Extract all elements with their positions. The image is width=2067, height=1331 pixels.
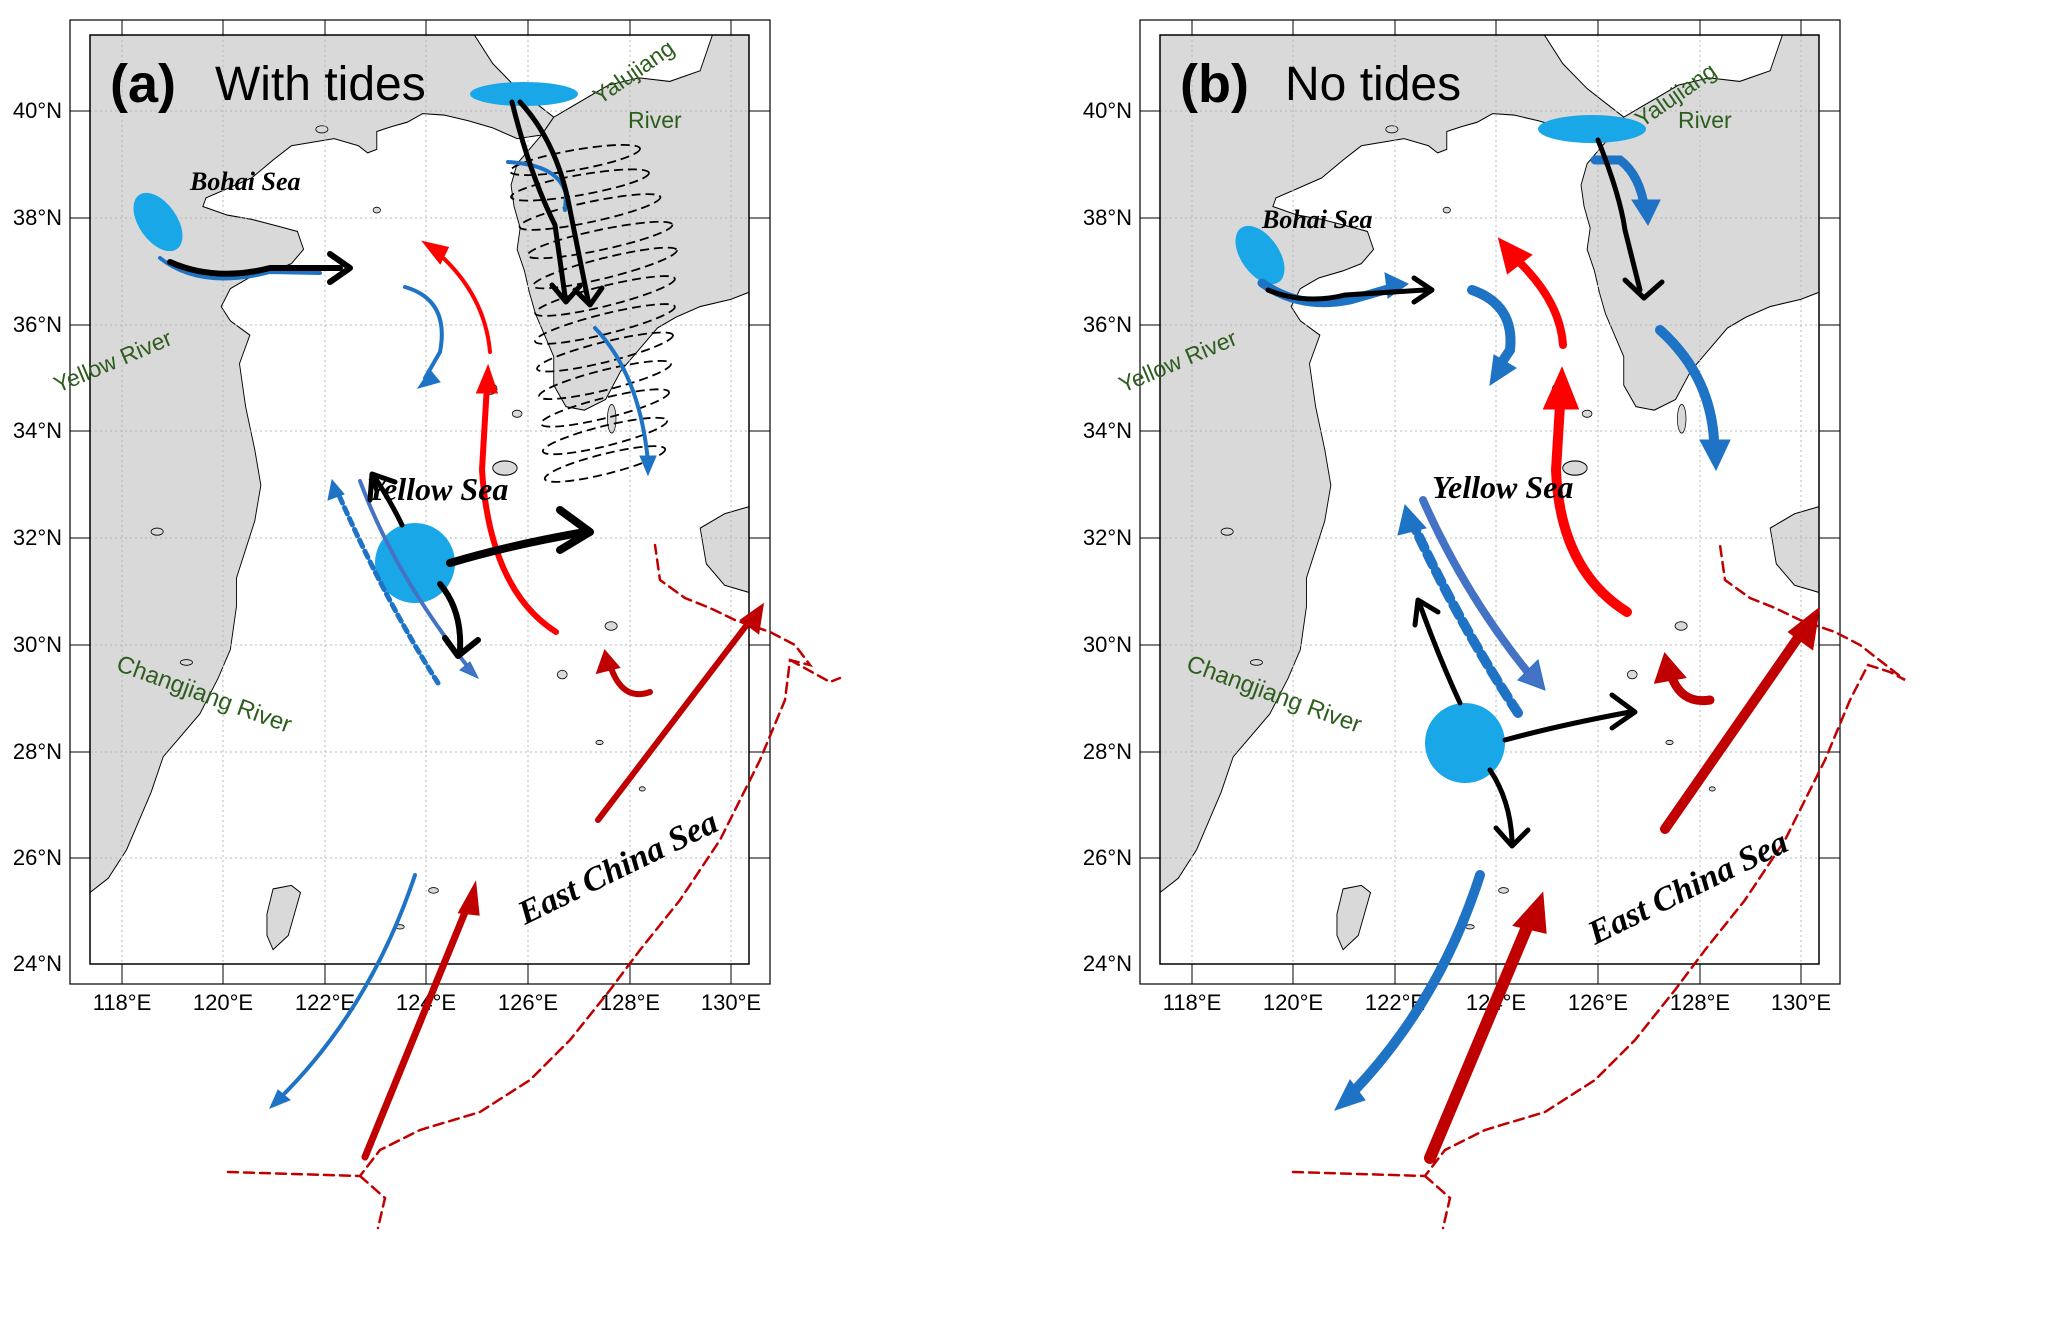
lat-label: 36°N: [13, 312, 62, 337]
lon-label: 118°E: [1163, 990, 1222, 1015]
freshwater-sources: [1235, 115, 1646, 783]
lat-label: 40°N: [1083, 98, 1132, 123]
panel-label: (a): [110, 54, 176, 114]
lon-label: 128°E: [600, 990, 660, 1015]
lon-axis-labels: 118°E 120°E 122°E 124°E 126°E 128°E 130°…: [93, 990, 761, 1015]
lon-label: 120°E: [1263, 990, 1323, 1015]
lat-label: 40°N: [13, 98, 62, 123]
lon-label: 122°E: [295, 990, 355, 1015]
plume-pathways: [167, 99, 605, 659]
yellow-sea-warm-current: [1497, 237, 1632, 617]
kuroshio-currents: [1291, 543, 1906, 1230]
yalujiang-river-label: River: [1678, 107, 1732, 133]
lat-axis-labels: 24°N 26°N 28°N 30°N 32°N 34°N 36°N 38°N …: [1083, 98, 1132, 976]
yellow-sea-label: Yellow Sea: [367, 471, 508, 507]
lat-label: 28°N: [1083, 739, 1132, 764]
lon-label: 120°E: [193, 990, 253, 1015]
lat-label: 36°N: [1083, 312, 1132, 337]
lat-label: 26°N: [13, 845, 62, 870]
map-frame: [69, 19, 771, 985]
lat-label: 26°N: [1083, 845, 1132, 870]
yalujiang-river-label: River: [628, 107, 682, 133]
yellow-sea-label: Yellow Sea: [1432, 469, 1573, 505]
panel-with-tides: 24°N 26°N 28°N 30°N 32°N 34°N 36°N 38°N …: [13, 19, 842, 1230]
lat-label: 32°N: [13, 525, 62, 550]
tidal-ellipses: [509, 143, 678, 483]
panel-title: No tides: [1285, 58, 1461, 111]
lat-label: 34°N: [1083, 418, 1132, 443]
map-frame: [1139, 19, 1841, 985]
lat-axis-labels: 24°N 26°N 28°N 30°N 32°N 34°N 36°N 38°N …: [13, 98, 62, 976]
panel-label: (b): [1180, 54, 1249, 114]
lat-label: 38°N: [1083, 205, 1132, 230]
coastal-currents: [1257, 155, 1731, 1111]
lon-label: 126°E: [498, 990, 558, 1015]
lat-label: 32°N: [1083, 525, 1132, 550]
panel-title: With tides: [215, 58, 426, 111]
freshwater-sources: [133, 82, 578, 603]
yellow-river-plume-source: [133, 192, 183, 252]
yalujiang-plume-source: [470, 82, 578, 106]
lon-label: 128°E: [1670, 990, 1730, 1015]
lat-label: 24°N: [1083, 951, 1132, 976]
lon-label: 126°E: [1568, 990, 1628, 1015]
lon-label: 118°E: [93, 990, 152, 1015]
panel-no-tides: 24°N 26°N 28°N 30°N 32°N 34°N 36°N 38°N …: [1083, 19, 1906, 1230]
changjiang-plume-source: [1425, 703, 1505, 783]
lat-label: 24°N: [13, 951, 62, 976]
lon-label: 130°E: [701, 990, 761, 1015]
lat-label: 30°N: [13, 632, 62, 657]
lat-label: 38°N: [13, 205, 62, 230]
lon-label: 130°E: [1771, 990, 1831, 1015]
yellow-river-plume-source: [1235, 225, 1285, 285]
yellow-sea-warm-current: [421, 240, 559, 635]
bohai-sea-label: Bohai Sea: [189, 167, 301, 196]
yalujiang-plume-source: [1538, 115, 1646, 143]
bohai-sea-label: Bohai Sea: [1261, 205, 1373, 234]
coastal-currents: [158, 160, 657, 1109]
kuroshio-currents: [226, 543, 842, 1230]
lat-label: 34°N: [13, 418, 62, 443]
changjiang-plume-source: [375, 523, 455, 603]
lat-label: 30°N: [1083, 632, 1132, 657]
plume-pathways: [1265, 137, 1665, 849]
lat-label: 28°N: [13, 739, 62, 764]
